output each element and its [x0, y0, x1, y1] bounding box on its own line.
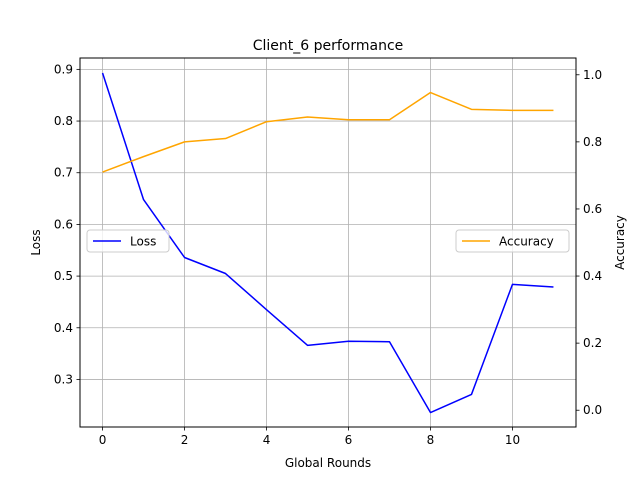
plot-frame [79, 57, 577, 428]
left-y-tick-label: 0.3 [54, 372, 73, 386]
x-tick-label: 0 [99, 433, 107, 447]
x-tick-label: 2 [181, 433, 189, 447]
series-line-loss [101, 72, 554, 414]
x-axis-ticks: 0 2 4 6 8 10 [99, 427, 520, 447]
left-y-tick-label: 0.7 [54, 166, 73, 180]
legend-accuracy-frame [455, 229, 570, 253]
left-y-axis-ticks: 0.3 0.4 0.5 0.6 0.7 0.8 0.9 [54, 62, 80, 386]
right-y-tick-label: 0.0 [583, 403, 602, 417]
series-layer [101, 72, 554, 414]
right-y-tick-label: 1.0 [583, 68, 602, 82]
series-line-accuracy [102, 91, 554, 173]
left-y-tick-label: 0.6 [54, 217, 73, 231]
x-tick-label: 4 [263, 433, 271, 447]
right-y-tick-label: 0.8 [583, 135, 602, 149]
x-tick-label: 8 [427, 433, 435, 447]
right-y-tick-label: 0.6 [583, 202, 602, 216]
x-tick-label: 10 [505, 433, 520, 447]
x-tick-label: 6 [345, 433, 353, 447]
left-y-tick-label: 0.8 [54, 114, 73, 128]
legend-accuracy: Accuracy [455, 229, 570, 253]
right-y-tick-label: 0.2 [583, 336, 602, 350]
chart-title: Client_6 performance [253, 38, 404, 54]
legend-loss-frame [86, 229, 170, 253]
legend-loss: Loss [86, 229, 170, 253]
left-y-tick-label: 0.9 [54, 62, 73, 76]
right-y-axis-ticks: 0.0 0.2 0.4 0.6 0.8 1.0 [576, 68, 602, 417]
x-axis-label: Global Rounds [285, 456, 371, 470]
grid [80, 58, 576, 427]
right-y-axis-label: Accuracy [613, 215, 627, 270]
left-y-axis-label: Loss [29, 229, 43, 255]
legend-loss-label: Loss [130, 235, 156, 249]
legend-accuracy-label: Accuracy [499, 235, 554, 249]
right-y-tick-label: 0.4 [583, 269, 602, 283]
left-y-tick-label: 0.5 [54, 269, 73, 283]
left-y-tick-label: 0.4 [54, 321, 73, 335]
